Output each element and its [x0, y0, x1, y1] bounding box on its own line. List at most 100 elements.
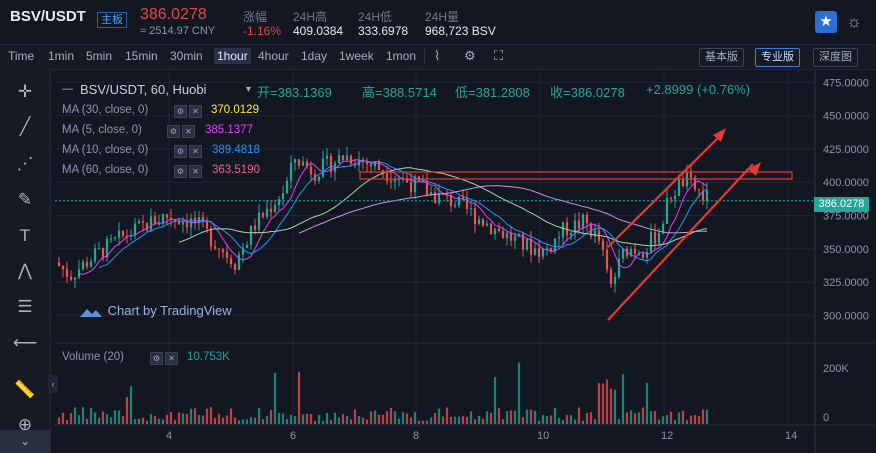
indicators-icon[interactable]: ⌇	[434, 48, 441, 63]
volume-bar	[513, 410, 517, 424]
ma-row-60: MA (60, close, 0)	[62, 164, 148, 176]
candle-body	[689, 172, 693, 178]
volume-bar	[341, 414, 345, 424]
tradingview-watermark[interactable]: Chart by TradingView	[78, 303, 232, 320]
candle-body	[201, 217, 205, 222]
candle-body	[309, 166, 313, 175]
fib-retracement-icon[interactable]: ⋰	[16, 154, 34, 173]
ma-settings-icon[interactable]: ⚙	[174, 145, 187, 158]
collapse-chevron-icon[interactable]: ⌄	[0, 430, 50, 453]
chart-axes: 475.0000 450.0000 425.0000 400.0000 375.0000…	[166, 77, 869, 442]
candle-body	[481, 219, 485, 226]
volume-bar	[93, 412, 97, 424]
volume-bar	[465, 416, 469, 424]
candle-body	[65, 269, 69, 277]
trendline-icon[interactable]: ╱	[19, 117, 31, 136]
candle-body	[249, 225, 253, 245]
x-tick-label: 12	[661, 430, 673, 442]
candle-body	[161, 214, 165, 223]
ma-row-10: MA (10, close, 0)	[62, 144, 148, 156]
volume-settings-icon[interactable]: ⚙	[150, 352, 163, 365]
prediction-tool-icon[interactable]: ☰	[17, 297, 33, 316]
candle-body	[613, 277, 617, 284]
zoom-in-icon[interactable]: ⊕	[17, 415, 33, 434]
ma-settings-icon[interactable]: ⚙	[174, 105, 187, 118]
volume-bar	[85, 418, 89, 424]
candle-body	[593, 230, 597, 237]
volume-bar	[645, 382, 649, 424]
depth-chart-button[interactable]: 深度图	[813, 48, 858, 67]
brush-icon[interactable]: ✎	[17, 190, 33, 209]
pro-version-button[interactable]: 专业版	[755, 48, 800, 67]
volume-bar	[65, 419, 69, 424]
interval-5min[interactable]: 5min	[86, 49, 113, 63]
volume-bar	[229, 408, 233, 424]
volume-bar	[313, 420, 317, 424]
ma-remove-icon[interactable]: ✕	[189, 145, 202, 158]
candle-body	[301, 161, 305, 166]
candle-body	[349, 155, 353, 164]
interval-1hour[interactable]: 1hour	[214, 48, 251, 64]
ma-remove-icon[interactable]: ✕	[182, 125, 195, 138]
candle-body	[237, 254, 241, 270]
pattern-tool-icon[interactable]: ⋀	[18, 261, 32, 280]
current-price-label: 386.0278	[814, 197, 869, 212]
interval-time[interactable]: Time	[8, 49, 35, 63]
candle-body	[677, 179, 681, 197]
x-tick-label: 6	[290, 430, 296, 442]
volume-bar	[273, 372, 277, 424]
y-tick-label: 400.0000	[823, 177, 869, 189]
ruler-icon[interactable]: 📏	[14, 380, 36, 399]
legend-dropdown-icon[interactable]: ▾	[246, 84, 252, 95]
symbol-name[interactable]: BSV/USDT	[10, 8, 86, 25]
volume-bar	[505, 411, 509, 424]
candle-body	[105, 238, 109, 258]
ma-row-30: MA (30, close, 0)	[62, 104, 148, 116]
x-tick-label: 8	[413, 430, 419, 442]
price-chart[interactable]: 475.0000 450.0000 425.0000 400.0000 375.0000…	[55, 69, 876, 453]
ma-settings-icon[interactable]: ⚙	[167, 125, 180, 138]
volume-bar	[297, 371, 301, 424]
interval-4hour[interactable]: 4hour	[258, 49, 289, 63]
settings-gear-icon[interactable]: ⚙	[464, 48, 476, 63]
crosshair-icon[interactable]: ✛	[17, 82, 33, 101]
interval-15min[interactable]: 15min	[125, 49, 158, 63]
volume-bar	[409, 417, 413, 424]
theme-sun-icon[interactable]: ☼	[846, 12, 862, 31]
interval-1mon[interactable]: 1mon	[386, 49, 417, 63]
interval-1week[interactable]: 1week	[339, 49, 374, 63]
legend-open: 开=383.1369	[257, 85, 332, 100]
ma-label: MA (10, close, 0)	[62, 144, 149, 156]
volume-bar	[393, 411, 397, 424]
scroll-left-chevron-icon[interactable]: ‹	[48, 375, 58, 393]
back-arrow-icon[interactable]: ⟵	[13, 333, 38, 352]
text-tool-icon[interactable]: T	[19, 226, 31, 245]
volume-bar	[261, 419, 265, 424]
candle-body	[625, 248, 629, 257]
legend-title[interactable]: BSV/USDT, 60, Huobi	[80, 82, 207, 97]
ma-60-line	[298, 185, 707, 234]
interval-1day[interactable]: 1day	[301, 49, 328, 63]
candle-body	[225, 252, 229, 258]
volume-bar	[669, 411, 673, 424]
ma-remove-icon[interactable]: ✕	[189, 105, 202, 118]
volume-bar	[385, 411, 389, 424]
volume-bar	[153, 416, 157, 424]
candle-body	[385, 173, 389, 181]
ma-remove-icon[interactable]: ✕	[189, 165, 202, 178]
interval-1min[interactable]: 1min	[48, 49, 75, 63]
interval-30min[interactable]: 30min	[170, 49, 203, 63]
basic-version-button[interactable]: 基本版	[699, 48, 744, 67]
volume-bar	[81, 407, 85, 424]
volume-bar	[489, 412, 493, 424]
collapse-legend-icon[interactable]: —	[62, 83, 73, 95]
fullscreen-icon[interactable]: ⛶	[494, 48, 504, 63]
arrowhead-lower	[748, 162, 761, 176]
candle-body	[681, 179, 685, 187]
volume-bar	[565, 414, 569, 424]
candle-body	[369, 164, 373, 167]
volume-bar	[265, 416, 269, 424]
volume-remove-icon[interactable]: ✕	[165, 352, 178, 365]
ma-settings-icon[interactable]: ⚙	[174, 165, 187, 178]
favorite-star-icon[interactable]: ★	[815, 11, 837, 33]
